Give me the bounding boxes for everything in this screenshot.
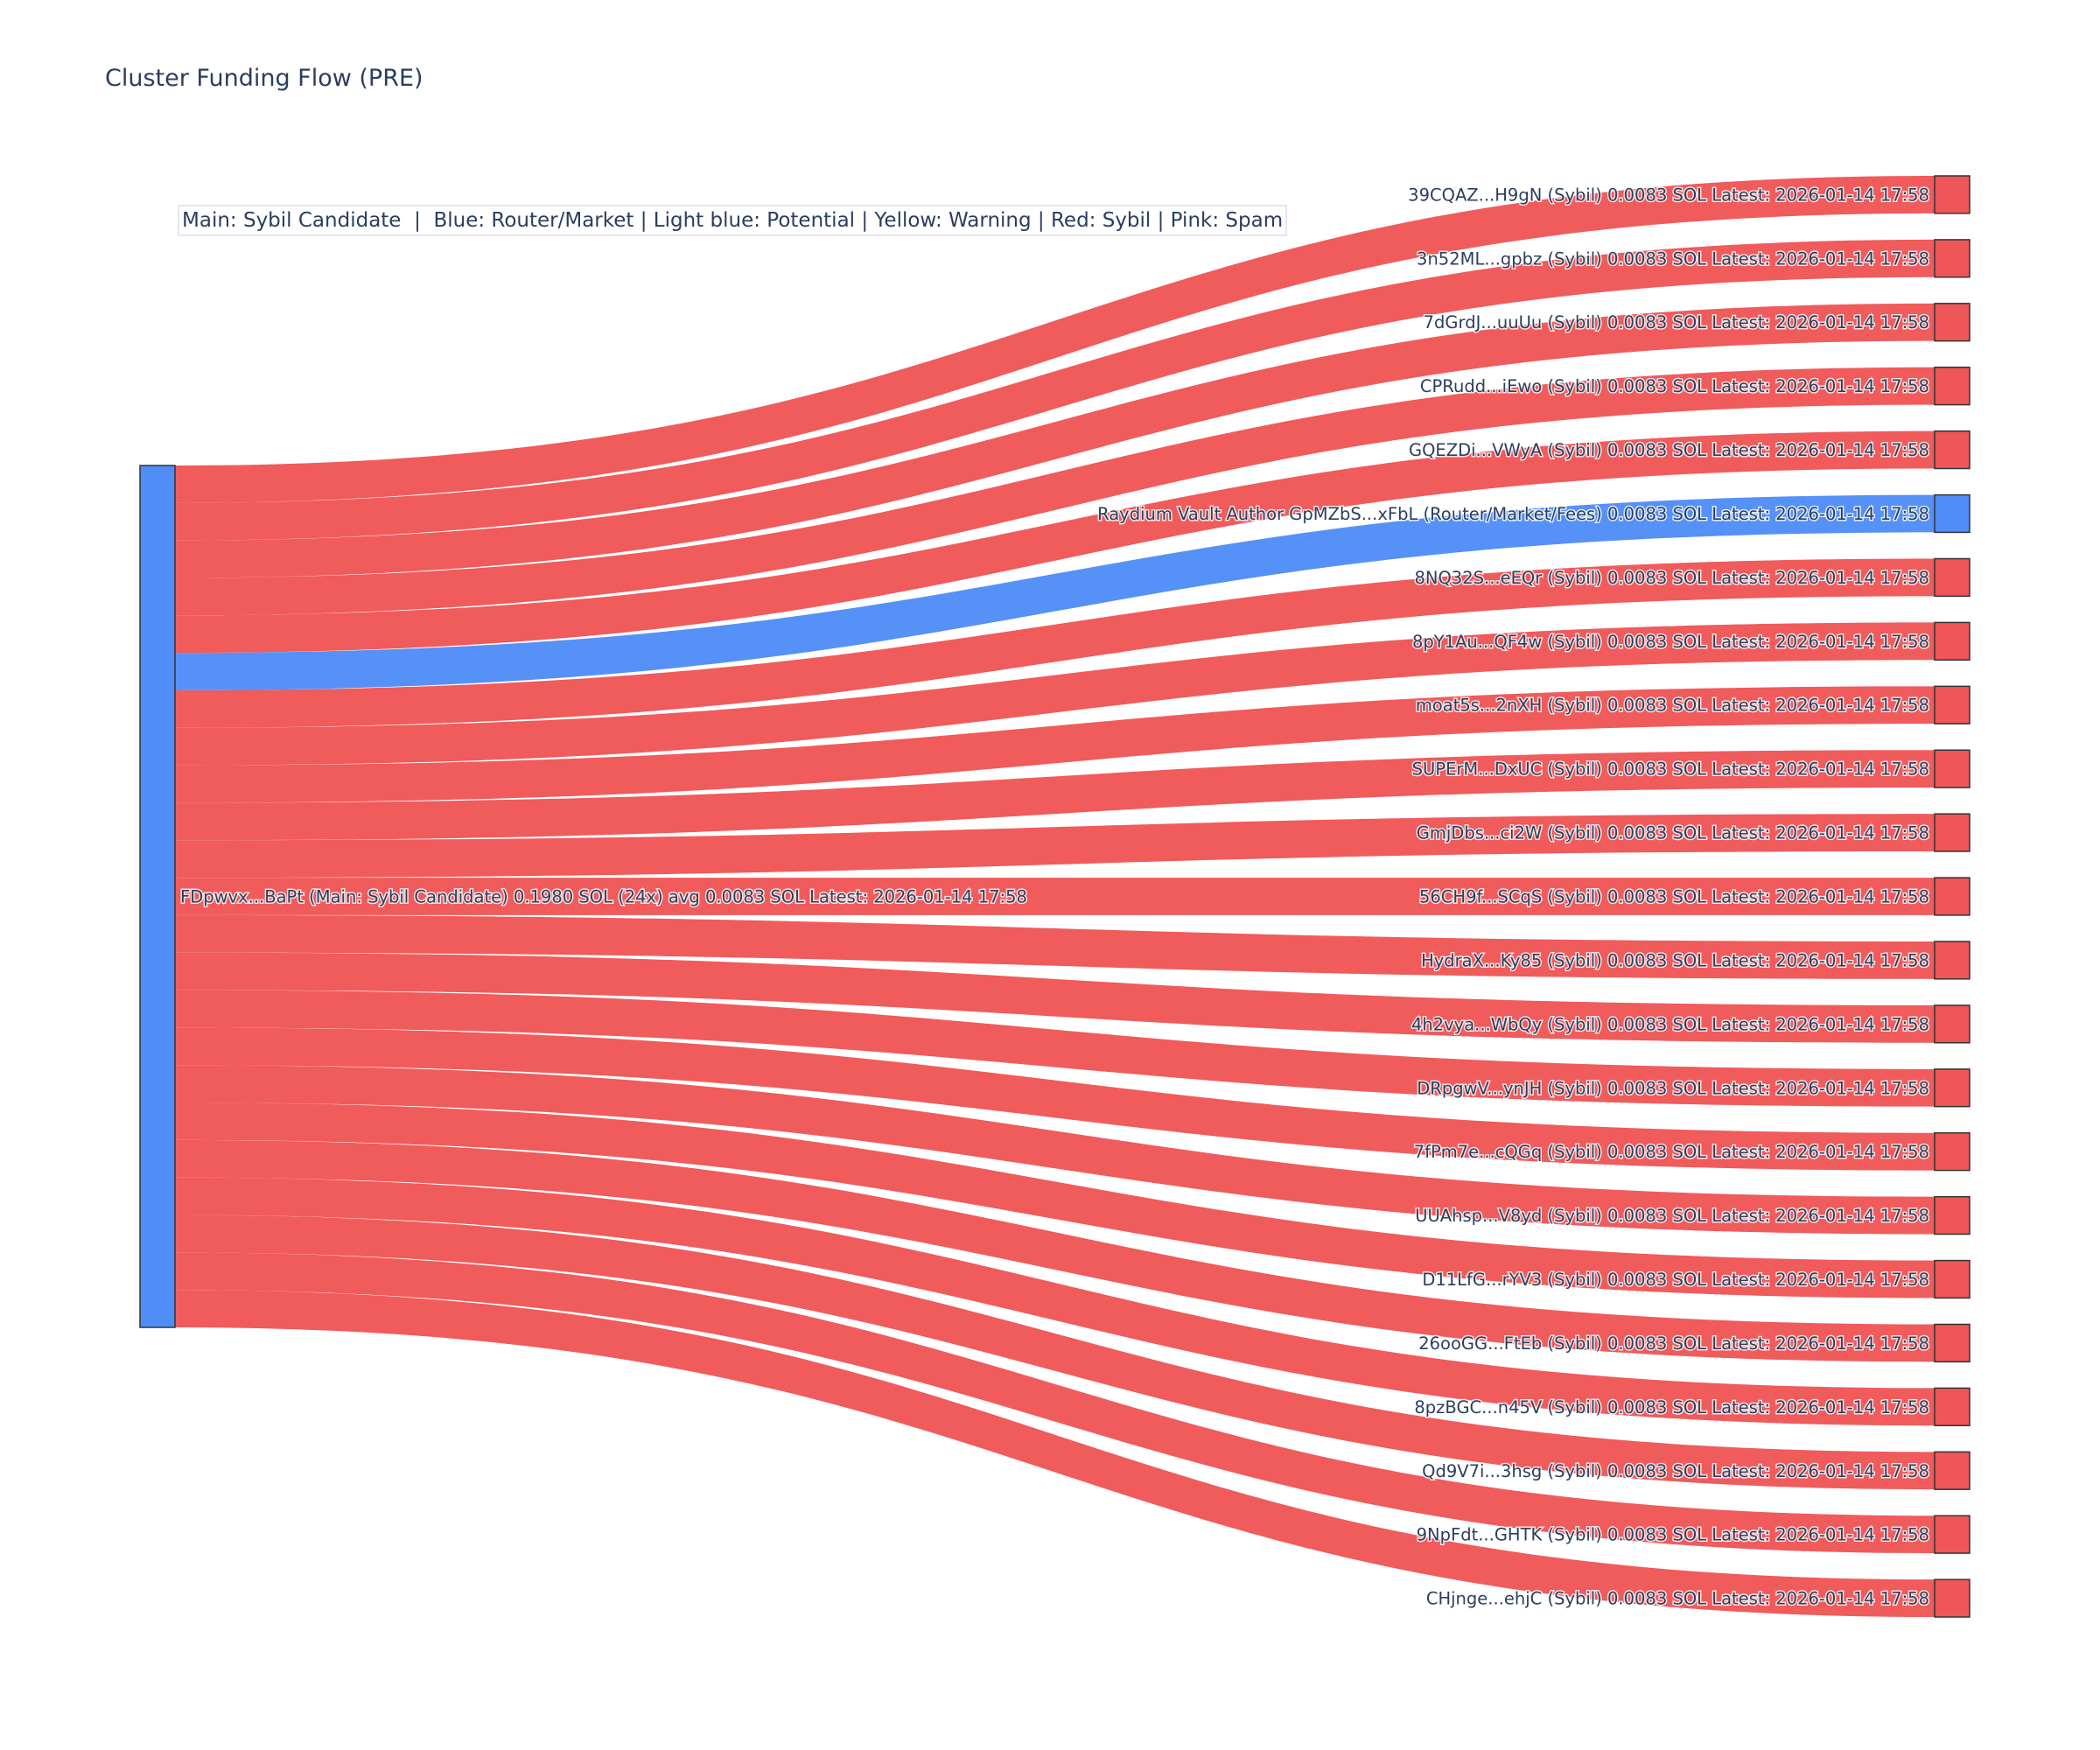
flow-link — [175, 303, 1935, 578]
flow-link — [175, 239, 1935, 541]
target-node-label: SUPErM...DxUC (Sybil) 0.0083 SOL Latest:… — [1412, 760, 1929, 780]
target-node-label: DRpgwV...ynJH (Sybil) 0.0083 SOL Latest:… — [1417, 1078, 1929, 1098]
target-node — [1934, 813, 1970, 852]
target-node-label: 39CQAZ...H9gN (Sybil) 0.0083 SOL Latest:… — [1408, 185, 1929, 205]
flow-link — [175, 1290, 1935, 1617]
flow-link — [175, 494, 1935, 690]
target-node — [1934, 367, 1970, 406]
target-node-label: D11LfG...rYV3 (Sybil) 0.0083 SOL Latest:… — [1422, 1270, 1929, 1290]
flow-link — [175, 878, 1935, 915]
flow-link — [175, 914, 1935, 979]
flow-link — [175, 686, 1935, 803]
target-node — [1934, 494, 1970, 534]
target-node-label: CPRudd...iEwo (Sybil) 0.0083 SOL Latest:… — [1420, 376, 1929, 396]
flow-link — [175, 750, 1935, 841]
flow-link — [175, 1027, 1935, 1171]
source-node — [139, 465, 176, 1328]
target-node — [1934, 175, 1970, 214]
flow-link — [175, 1214, 1935, 1490]
target-node — [1934, 1515, 1970, 1554]
target-node — [1934, 1004, 1970, 1044]
flow-link — [175, 176, 1935, 503]
flow-link — [175, 367, 1935, 616]
flow-link — [175, 558, 1935, 728]
source-node-label: FDpwvx...BaPt (Main: Sybil Candidate) 0.… — [180, 887, 1027, 907]
target-node — [1934, 621, 1970, 661]
flow-link — [175, 1252, 1935, 1554]
target-node-label: 3n52ML...gpbz (Sybil) 0.0083 SOL Latest:… — [1417, 248, 1929, 269]
target-node — [1934, 1195, 1970, 1236]
links-group — [175, 176, 1935, 1617]
target-node-label: 8pzBGC...n45V (Sybil) 0.0083 SOL Latest:… — [1414, 1397, 1929, 1418]
target-node — [1934, 239, 1970, 278]
target-node — [1934, 1578, 1970, 1618]
flow-link — [175, 1177, 1935, 1426]
target-node — [1934, 1387, 1970, 1426]
target-node-label: 8NQ32S...eEQr (Sybil) 0.0083 SOL Latest:… — [1414, 568, 1929, 588]
target-node — [1934, 1451, 1970, 1490]
target-node-label: 26ooGG...FtEb (Sybil) 0.0083 SOL Latest:… — [1418, 1334, 1929, 1354]
target-node-label: UUAhsp...V8yd (Sybil) 0.0083 SOL Latest:… — [1415, 1206, 1929, 1226]
flow-link — [175, 990, 1935, 1107]
target-node-label: GQEZDi...VWyA (Sybil) 0.0083 SOL Latest:… — [1409, 440, 1929, 460]
target-node — [1934, 1068, 1970, 1108]
target-node — [1934, 877, 1970, 916]
flow-link — [175, 1065, 1935, 1235]
target-node-label: 7dGrdJ...uuUu (Sybil) 0.0083 SOL Latest:… — [1424, 312, 1929, 332]
labels-group: 39CQAZ...H9gN (Sybil) 0.0083 SOL Latest:… — [179, 184, 1931, 1610]
flow-link — [175, 814, 1935, 878]
target-node-label: 4h2vya...WbQy (Sybil) 0.0083 SOL Latest:… — [1411, 1014, 1929, 1034]
target-node-label: 56CH9f...SCqS (Sybil) 0.0083 SOL Latest:… — [1419, 887, 1929, 907]
target-node-label: Raydium Vault Author GpMZbS...xFbL (Rout… — [1097, 504, 1929, 524]
target-node-label: 9NpFdt...GHTK (Sybil) 0.0083 SOL Latest:… — [1417, 1525, 1929, 1545]
target-node-label: 7fPm7e...cQGq (Sybil) 0.0083 SOL Latest:… — [1414, 1142, 1929, 1162]
target-node-label: CHjnge...ehjC (Sybil) 0.0083 SOL Latest:… — [1426, 1589, 1929, 1609]
legend-annotation: Main: Sybil Candidate | Blue: Router/Mar… — [178, 205, 1288, 236]
target-node — [1934, 1323, 1970, 1363]
flow-link — [175, 1102, 1935, 1298]
chart-title: Cluster Funding Flow (PRE) — [105, 65, 424, 92]
nodes-group — [139, 175, 1970, 1618]
target-node — [1934, 1259, 1970, 1299]
flow-link — [175, 952, 1935, 1043]
target-node-label: GmjDbs...ci2W (Sybil) 0.0083 SOL Latest:… — [1417, 823, 1929, 844]
target-node — [1934, 749, 1970, 788]
target-node — [1934, 303, 1970, 342]
target-node — [1934, 941, 1970, 980]
flow-link — [175, 1139, 1935, 1362]
target-node — [1934, 1132, 1970, 1172]
target-node-label: HydraX...Ky85 (Sybil) 0.0083 SOL Latest:… — [1421, 950, 1929, 970]
target-node — [1934, 430, 1970, 470]
target-node — [1934, 685, 1970, 724]
target-node-label: Qd9V7i...3hsg (Sybil) 0.0083 SOL Latest:… — [1422, 1461, 1929, 1481]
target-node — [1934, 557, 1970, 598]
target-node-label: 8pY1Au...QF4w (Sybil) 0.0083 SOL Latest:… — [1412, 632, 1929, 652]
target-node-label: moat5s...2nXH (Sybil) 0.0083 SOL Latest:… — [1416, 696, 1929, 716]
flow-link — [175, 622, 1935, 766]
flow-link — [175, 430, 1935, 654]
